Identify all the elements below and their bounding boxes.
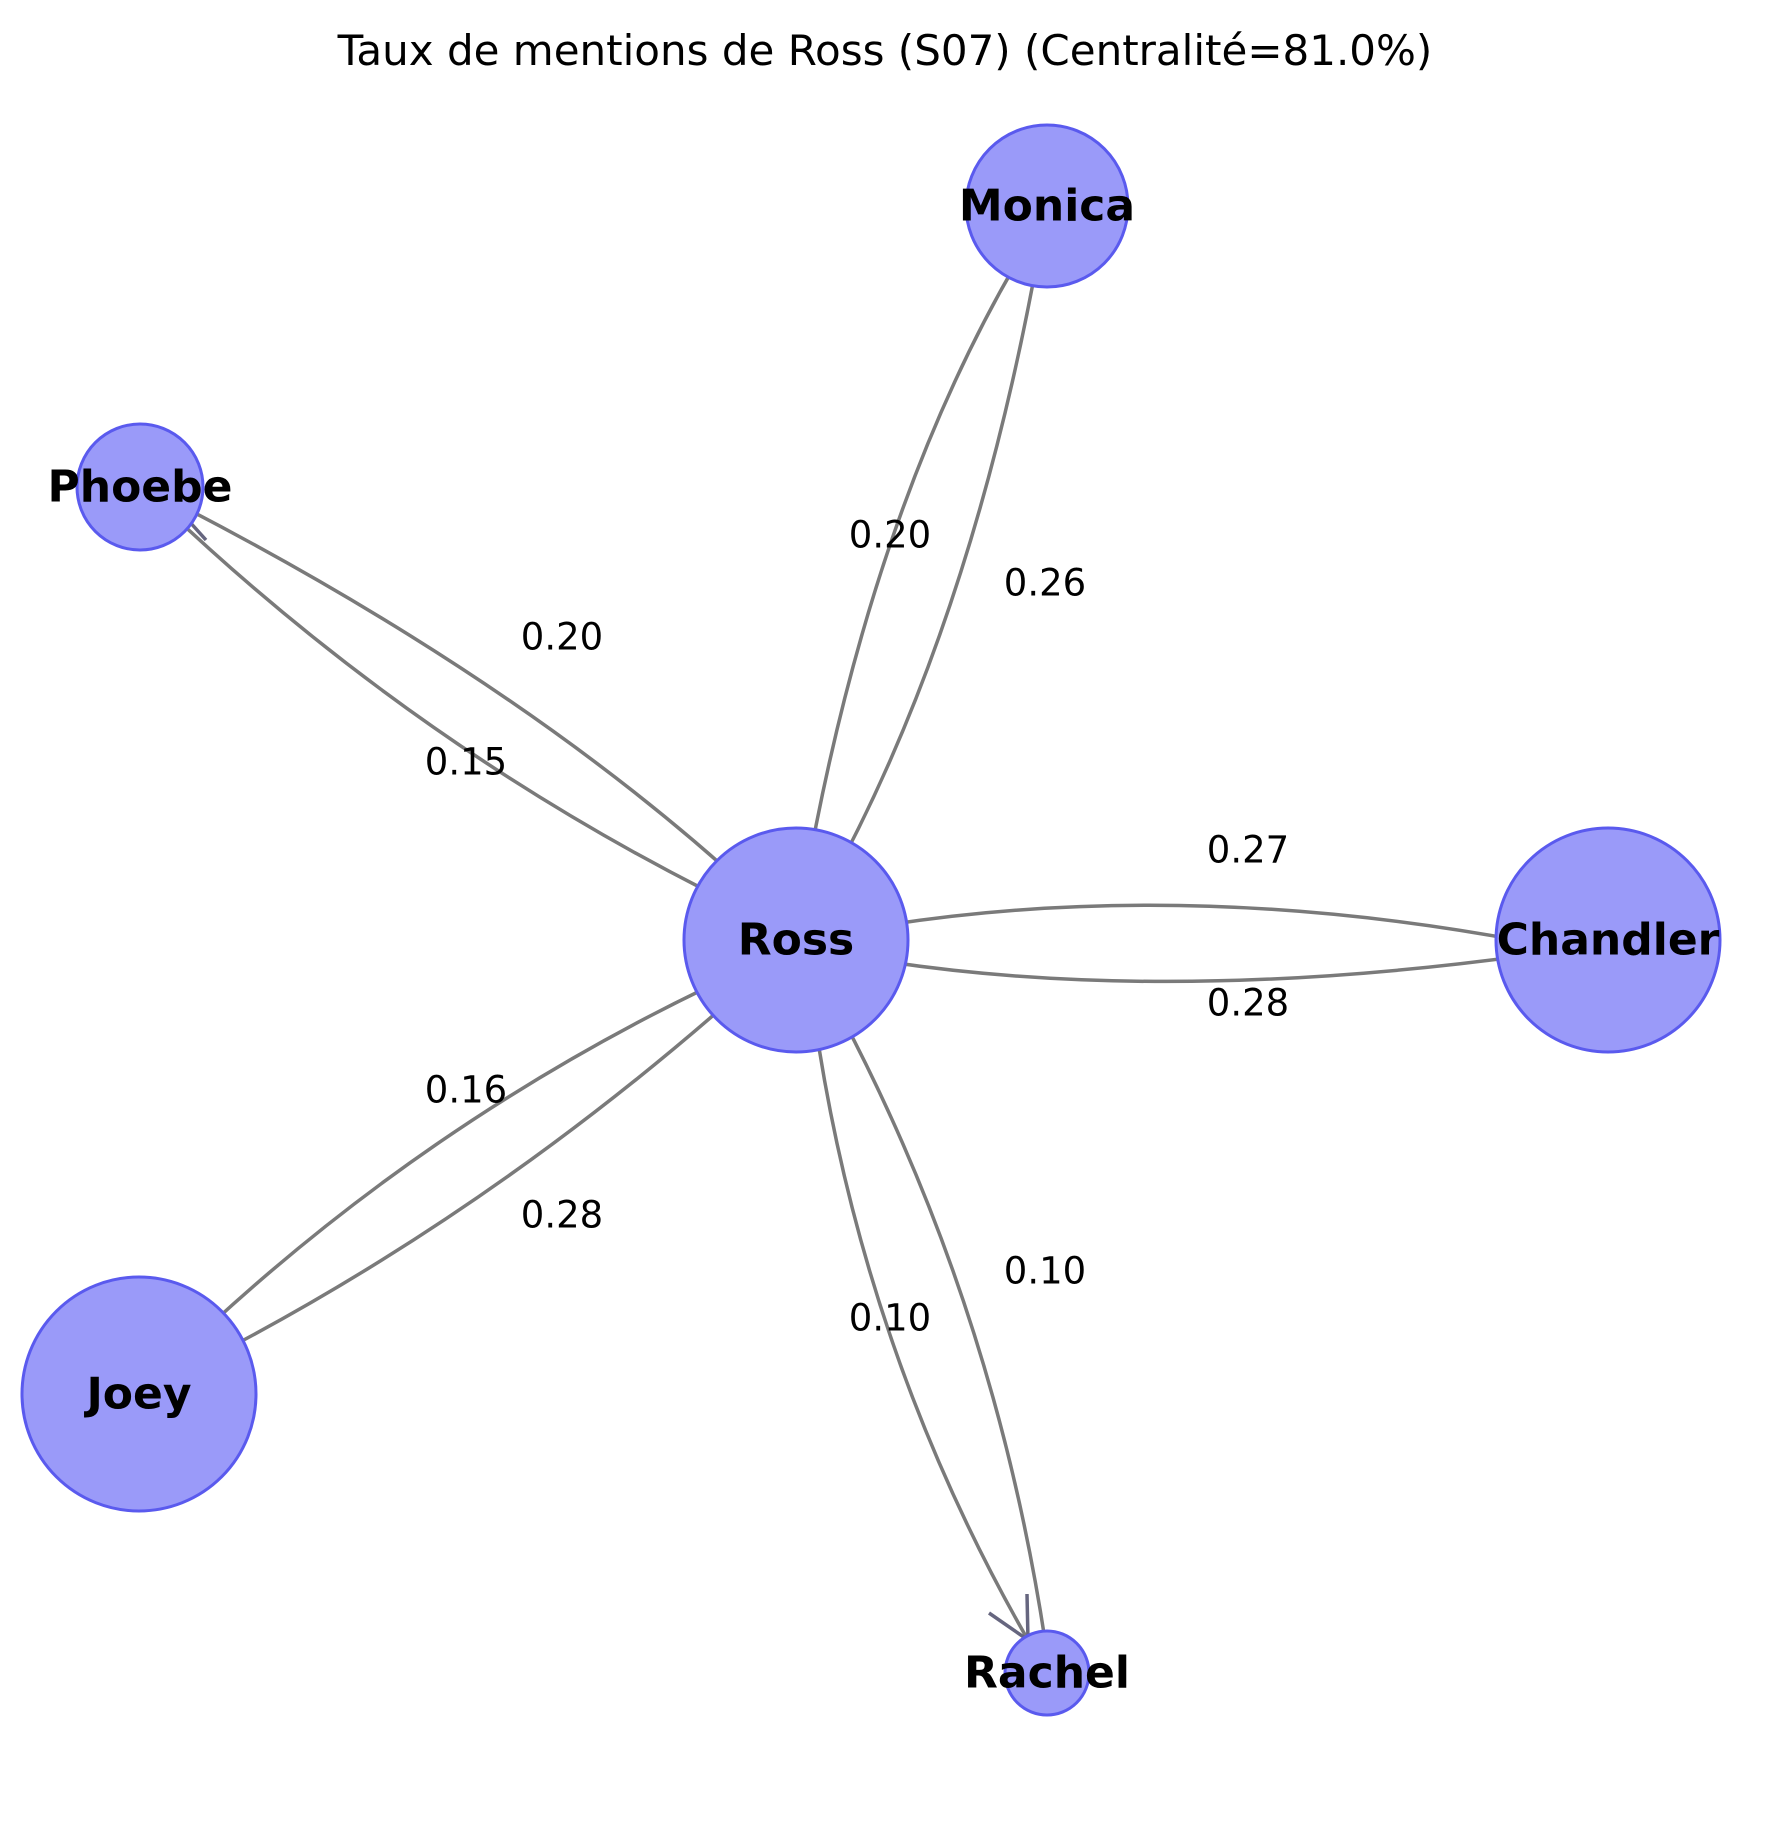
node-label-joey: Joey	[83, 1369, 191, 1420]
edge-label-ross-to-chandler: 0.28	[1207, 982, 1289, 1025]
edge-label-ross-to-joey: 0.16	[425, 1069, 507, 1112]
node-label-phoebe: Phoebe	[48, 462, 233, 513]
edge-labels-layer: 0.26 0.20 0.20 0.15 0.28 0.27 0.16 0.28 …	[425, 514, 1289, 1340]
node-labels-layer: Ross Monica Phoebe Chandler Joey Rachel	[48, 181, 1720, 1699]
edge-label-joey-to-ross: 0.28	[521, 1194, 603, 1237]
nodes-layer	[20, 123, 1722, 1717]
edge-label-ross-to-rachel: 0.10	[849, 1297, 931, 1340]
edge-rachel-to-ross	[816, 972, 1047, 1641]
edge-label-rachel-to-ross: 0.10	[1004, 1250, 1086, 1293]
edge-label-monica-to-ross: 0.20	[849, 514, 931, 557]
edge-phoebe-to-ross	[160, 503, 761, 919]
edge-monica-to-ross	[800, 236, 1034, 903]
diagram-title: Taux de mentions de Ross (S07) (Centrali…	[337, 26, 1433, 75]
edge-label-chandler-to-ross: 0.27	[1207, 829, 1289, 872]
edge-label-ross-to-phoebe: 0.20	[521, 616, 603, 659]
edge-label-phoebe-to-ross: 0.15	[425, 741, 507, 784]
edge-ross-to-rachel	[806, 967, 1030, 1641]
node-label-rachel: Rachel	[964, 1648, 1130, 1699]
node-monica[interactable]	[964, 123, 1130, 289]
edge-chandler-to-ross	[839, 903, 1569, 952]
node-chandler[interactable]	[1494, 826, 1722, 1054]
node-ross[interactable]	[682, 826, 910, 1054]
node-label-monica: Monica	[959, 181, 1135, 232]
node-phoebe[interactable]	[75, 422, 205, 552]
edge-ross-to-phoebe	[169, 498, 775, 914]
node-label-ross: Ross	[738, 915, 855, 966]
edge-joey-to-ross	[169, 963, 772, 1380]
node-rachel[interactable]	[1003, 1629, 1091, 1717]
edge-label-ross-to-monica: 0.26	[1004, 562, 1086, 605]
edge-ross-to-monica	[813, 244, 1042, 911]
node-label-chandler: Chandler	[1497, 915, 1720, 966]
edge-ross-to-joey	[166, 960, 763, 1367]
edge-ross-to-chandler	[857, 946, 1579, 984]
node-joey[interactable]	[20, 1275, 258, 1513]
